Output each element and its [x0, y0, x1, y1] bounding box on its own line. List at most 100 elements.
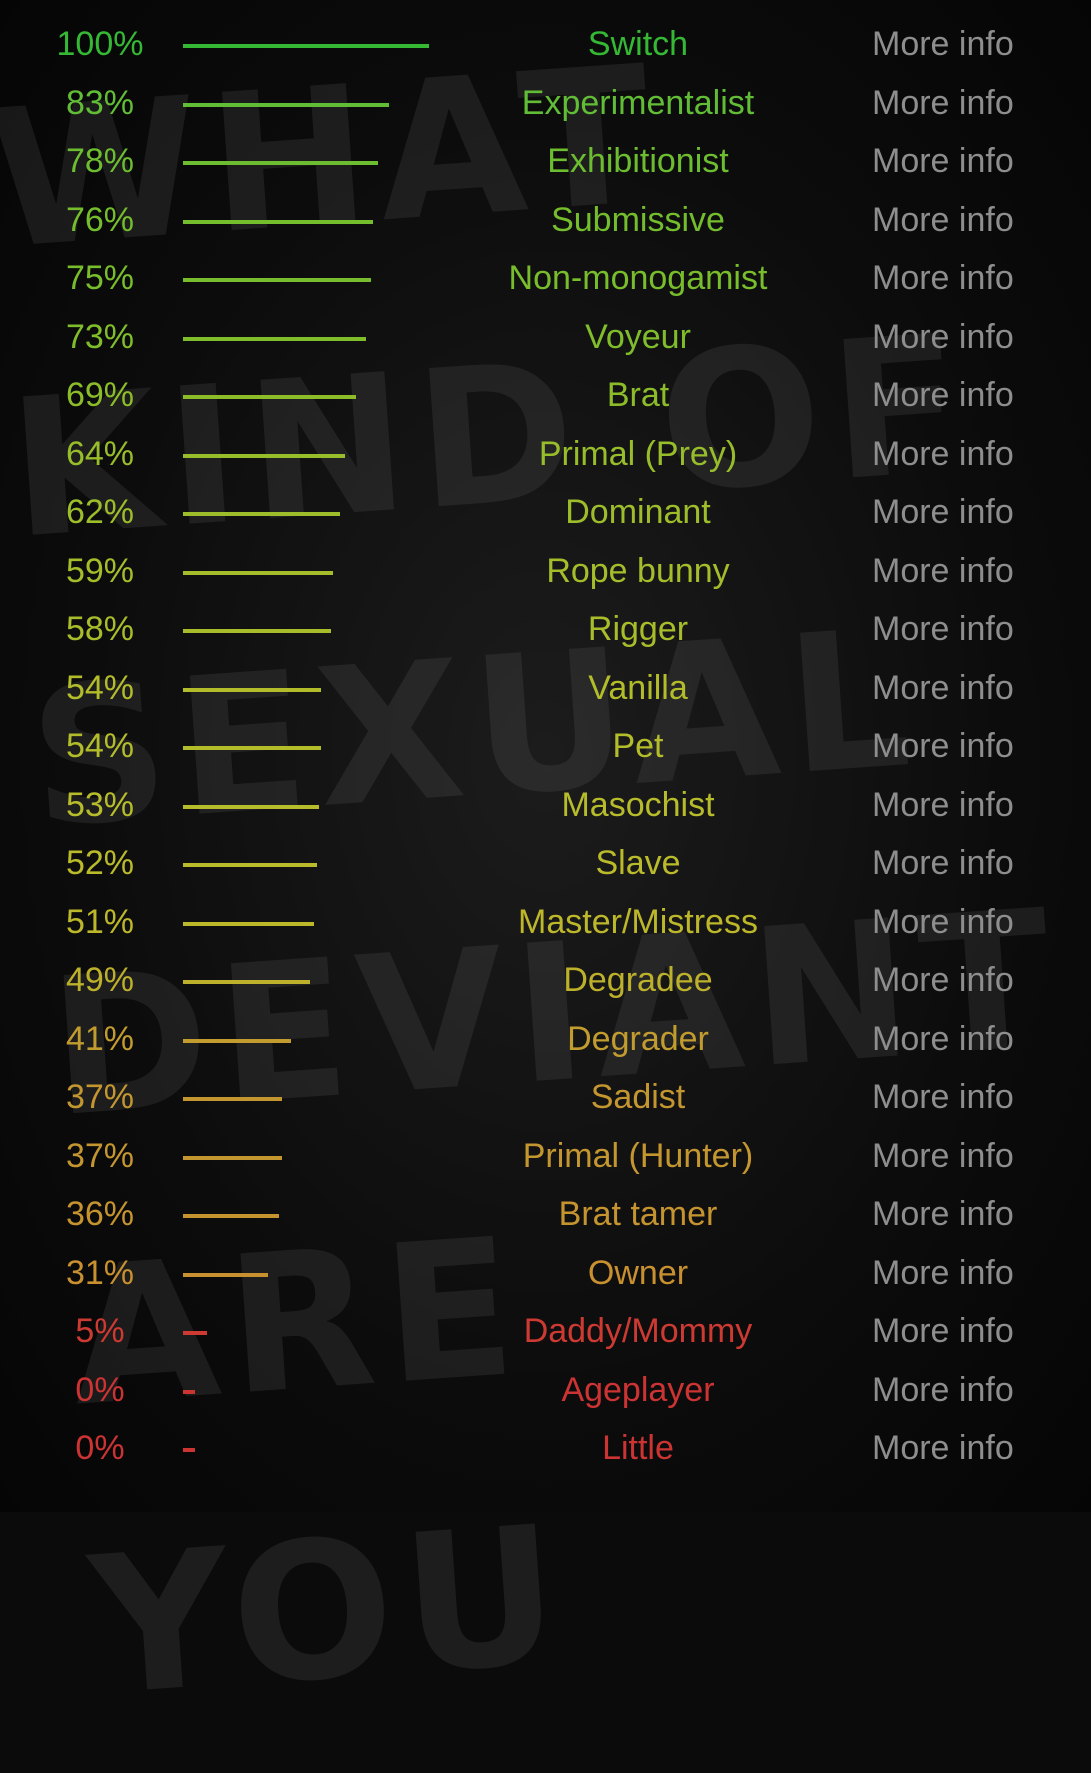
more-info-link[interactable]: More info [872, 25, 1014, 63]
more-info-link[interactable]: More info [872, 1253, 1014, 1292]
result-row: 69% Brat More info [0, 368, 1091, 427]
result-percent: 36% [65, 1195, 135, 1233]
result-percent: 53% [65, 785, 135, 824]
result-label: Slave [595, 844, 681, 882]
result-bar [183, 746, 322, 750]
result-percent: 75% [65, 259, 135, 297]
more-info-link[interactable]: More info [872, 1429, 1014, 1467]
result-label: Ageplayer [561, 1370, 715, 1409]
result-row: 41% Degrader More info [0, 1012, 1091, 1071]
result-percent: 5% [75, 1312, 125, 1350]
more-info-link[interactable]: More info [872, 1370, 1014, 1409]
result-row: 0% Ageplayer More info [0, 1363, 1091, 1422]
result-row: 73% Voyeur More info [0, 310, 1091, 369]
result-bar [183, 980, 310, 984]
result-label: Masochist [561, 785, 715, 824]
result-label: Degradee [563, 961, 713, 999]
result-row: 64% Primal (Prey) More info [0, 427, 1091, 486]
more-info-link[interactable]: More info [872, 1136, 1014, 1175]
more-info-link[interactable]: More info [872, 785, 1014, 824]
more-info-link[interactable]: More info [872, 844, 1014, 882]
result-label: Switch [587, 25, 689, 63]
more-info-link[interactable]: More info [872, 1019, 1014, 1058]
result-row: 51% Master/Mistress More info [0, 895, 1091, 954]
result-bar [183, 512, 341, 516]
more-info-link[interactable]: More info [872, 493, 1014, 531]
result-row: 36% Brat tamer More info [0, 1187, 1091, 1246]
more-info-link[interactable]: More info [872, 551, 1014, 590]
result-label: Pet [612, 727, 664, 765]
result-label: Sadist [590, 1078, 686, 1116]
more-info-link[interactable]: More info [872, 727, 1014, 765]
more-info-link[interactable]: More info [872, 83, 1014, 122]
more-info-link[interactable]: More info [872, 376, 1014, 414]
result-bar [183, 1214, 280, 1218]
result-row: 54% Pet More info [0, 719, 1091, 778]
result-bar [183, 336, 366, 341]
result-percent: 83% [65, 83, 135, 122]
result-label: Degrader [567, 1019, 709, 1058]
result-percent: 0% [75, 1370, 125, 1409]
more-info-link[interactable]: More info [872, 1312, 1014, 1350]
more-info-link[interactable]: More info [872, 142, 1014, 180]
more-info-link[interactable]: More info [872, 961, 1014, 999]
result-percent: 100% [56, 25, 144, 63]
more-info-link[interactable]: More info [872, 1195, 1014, 1233]
more-info-link[interactable]: More info [872, 259, 1014, 297]
result-percent: 54% [65, 727, 135, 765]
result-label: Little [602, 1429, 674, 1467]
result-bar [183, 1038, 291, 1043]
result-percent: 52% [65, 844, 135, 882]
result-row: 54% Vanilla More info [0, 661, 1091, 720]
result-percent: 62% [65, 493, 135, 531]
result-label: Brat tamer [558, 1195, 718, 1233]
result-percent: 54% [65, 668, 135, 707]
result-bar [183, 1272, 268, 1277]
result-row: 58% Rigger More info [0, 602, 1091, 661]
result-percent: 37% [65, 1078, 135, 1116]
result-bar [183, 219, 373, 224]
result-label: Exhibitionist [547, 142, 729, 180]
result-percent: 37% [65, 1136, 135, 1175]
result-percent: 49% [65, 961, 135, 999]
result-row: 49% Degradee More info [0, 953, 1091, 1012]
result-bar [183, 453, 345, 458]
result-bar [183, 863, 317, 867]
more-info-link[interactable]: More info [872, 434, 1014, 473]
result-row: 37% Primal (Hunter) More info [0, 1129, 1091, 1188]
result-bar [183, 1448, 195, 1452]
result-percent: 64% [65, 434, 135, 473]
result-label: Rigger [587, 610, 689, 648]
more-info-link[interactable]: More info [872, 200, 1014, 239]
result-percent: 69% [65, 376, 135, 414]
result-label: Rope bunny [546, 551, 730, 590]
result-percent: 0% [75, 1429, 125, 1467]
more-info-link[interactable]: More info [872, 902, 1014, 941]
result-row: 78% Exhibitionist More info [0, 134, 1091, 193]
result-label: Primal (Prey) [538, 434, 738, 473]
result-percent: 76% [65, 200, 135, 239]
result-label: Owner [587, 1253, 689, 1292]
more-info-link[interactable]: More info [872, 317, 1014, 356]
result-percent: 59% [65, 551, 135, 590]
result-row: 52% Slave More info [0, 836, 1091, 895]
result-row: 37% Sadist More info [0, 1070, 1091, 1129]
result-label: Dominant [565, 493, 711, 531]
result-row: 75% Non-monogamist More info [0, 251, 1091, 310]
more-info-link[interactable]: More info [872, 610, 1014, 648]
result-row: 76% Submissive More info [0, 193, 1091, 252]
result-label: Voyeur [585, 317, 691, 356]
result-label: Daddy/Mommy [523, 1312, 753, 1350]
result-label: Master/Mistress [518, 902, 758, 941]
result-row: 83% Experimentalist More info [0, 76, 1091, 135]
result-bar [183, 278, 371, 282]
result-bar [183, 102, 390, 107]
result-bar [183, 921, 315, 926]
result-row: 5% Daddy/Mommy More info [0, 1304, 1091, 1363]
result-bar [183, 1389, 195, 1394]
more-info-link[interactable]: More info [872, 668, 1014, 707]
result-row: 62% Dominant More info [0, 485, 1091, 544]
more-info-link[interactable]: More info [872, 1078, 1014, 1116]
result-bar [183, 687, 322, 692]
results-list: 100% Switch More info 83% Experimentalist Mor… [0, 17, 1091, 1480]
